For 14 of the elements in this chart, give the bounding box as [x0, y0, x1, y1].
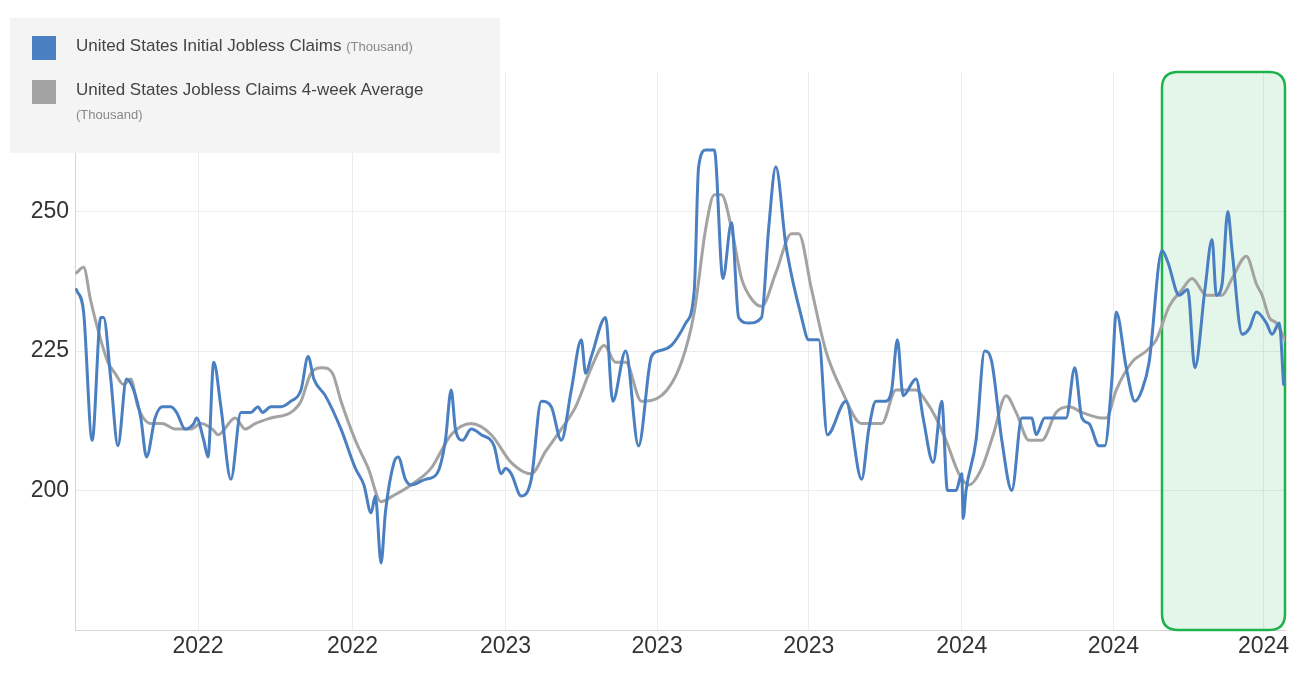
y-tick-label: 250	[30, 196, 69, 223]
x-tick-label: 2024	[1087, 632, 1140, 659]
x-tick-label: 2023	[631, 632, 683, 659]
line-series	[75, 148, 1285, 565]
legend-label: United States Initial Jobless Claims (Thousand)	[76, 35, 413, 57]
x-tick-label: 2023	[479, 632, 532, 659]
y-tick-label: 225	[30, 336, 69, 363]
x-tick-label: 2023	[783, 632, 835, 659]
x-tick-label: 2022	[172, 632, 224, 659]
x-tick-label: 2024	[936, 632, 988, 659]
x-tick-label: 2022	[326, 632, 379, 659]
x-tick-label: 2024	[1237, 632, 1290, 659]
legend-label: United States Jobless Claims 4-week Average (Thousand)	[76, 79, 425, 124]
y-tick-label: 200	[30, 475, 69, 502]
